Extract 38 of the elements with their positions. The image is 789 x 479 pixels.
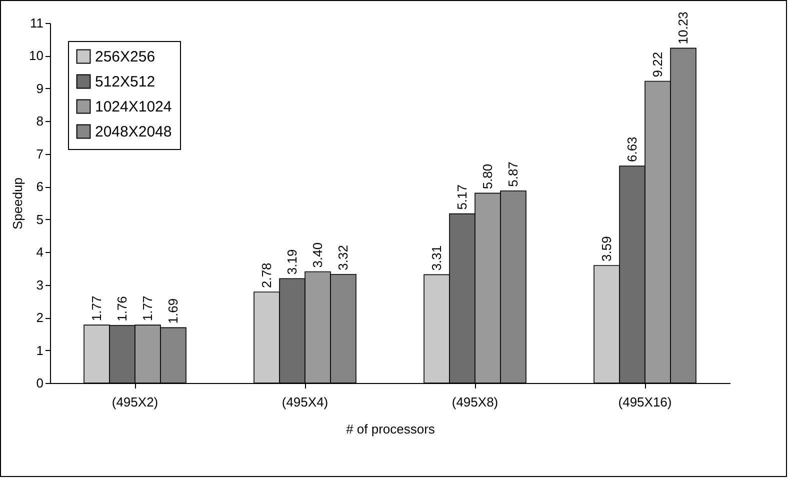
data-label: 1.69 — [165, 298, 180, 324]
data-label: 6.63 — [624, 136, 640, 162]
y-tick-label: 2 — [36, 310, 44, 326]
data-label: 2.78 — [258, 262, 274, 288]
x-tick-label: (495X16) — [618, 394, 672, 410]
legend-label: 512X512 — [95, 74, 156, 90]
y-tick-label: 3 — [36, 277, 44, 292]
data-label: 1.77 — [88, 296, 104, 322]
y-tick-label: 10 — [29, 48, 44, 64]
x-axis-title: # of processors — [346, 422, 436, 436]
data-label: 10.23 — [675, 12, 690, 44]
y-tick-label: 5 — [36, 212, 44, 227]
y-tick-label: 4 — [36, 244, 44, 260]
data-label: 3.40 — [310, 242, 325, 268]
legend-label: 1024X1024 — [95, 98, 172, 116]
data-label: 3.32 — [335, 245, 350, 270]
y-tick-label: 6 — [36, 179, 44, 194]
y-tick-label: 9 — [36, 80, 44, 96]
legend-label: 256X256 — [95, 48, 156, 66]
y-tick-label: 1 — [36, 342, 44, 358]
data-label: 3.19 — [284, 249, 300, 275]
data-label: 3.59 — [598, 236, 614, 262]
x-tick-label: (495X8) — [452, 394, 498, 410]
x-tick-label: (495X2) — [112, 394, 158, 410]
data-label: 5.80 — [480, 164, 495, 190]
y-tick-label: 0 — [36, 376, 44, 390]
y-tick-label: 11 — [30, 16, 44, 30]
y-tick-label: 7 — [36, 146, 44, 162]
data-label: 5.17 — [454, 184, 470, 210]
y-tick-label: 8 — [36, 114, 44, 129]
data-label: 1.77 — [140, 296, 155, 322]
data-label: 3.31 — [428, 245, 444, 271]
data-label: 9.22 — [650, 52, 665, 78]
y-axis-title: Speedup — [10, 177, 26, 230]
data-label: 1.76 — [114, 296, 130, 322]
x-tick-label: (495X4) — [282, 394, 328, 410]
data-label: 5.87 — [505, 162, 520, 187]
legend-label: 2048X2048 — [95, 124, 172, 140]
